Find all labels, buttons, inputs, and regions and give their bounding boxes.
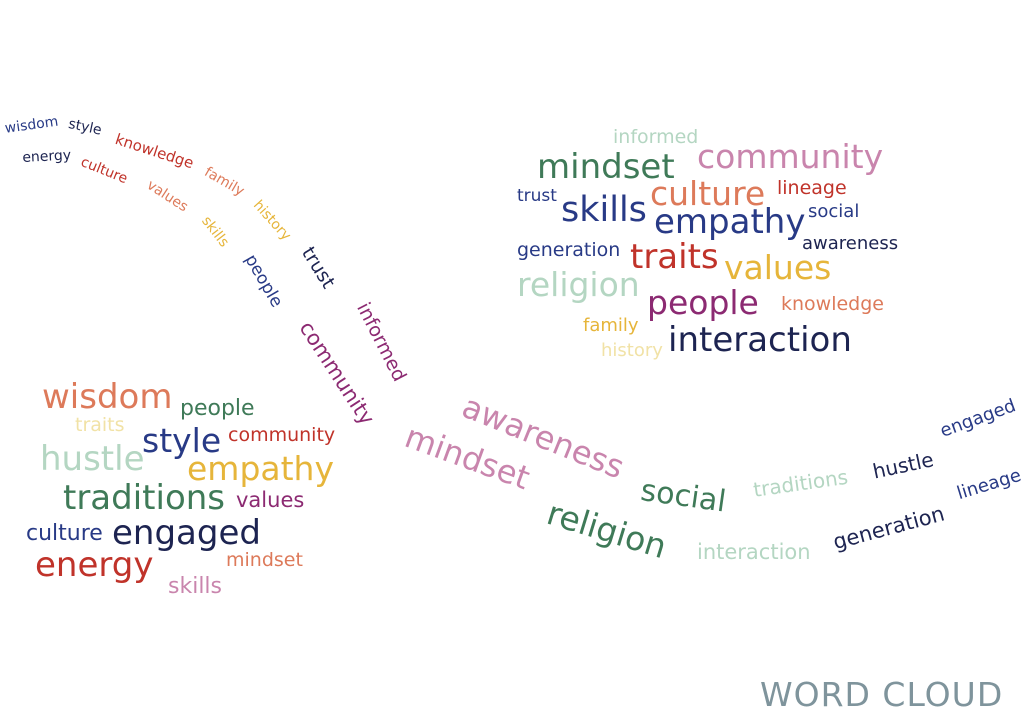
flow-words-word: skills: [198, 213, 232, 251]
left-cloud-word: traditions: [63, 478, 226, 518]
left-cloud-word: skills: [168, 574, 223, 599]
right-cloud-word: religion: [517, 265, 640, 304]
flow-words-word: knowledge: [113, 130, 196, 173]
left-cloud-word: empathy: [187, 449, 335, 488]
flow-words-word: traditions: [751, 464, 850, 502]
flow-words-word: lineage: [954, 464, 1024, 505]
left-cloud-word: engaged: [112, 513, 261, 553]
right-cloud-word: skills: [561, 190, 647, 230]
right-cloud-word: history: [601, 340, 663, 361]
right-cloud-word: values: [724, 248, 832, 287]
right-cloud-word: knowledge: [781, 293, 884, 315]
flow-words-word: people: [240, 251, 287, 311]
right-cloud-word: awareness: [802, 233, 899, 254]
left-cloud-word: values: [236, 488, 305, 512]
right-cloud-word: family: [583, 315, 639, 336]
left-cloud-word: energy: [35, 545, 154, 585]
left-cloud-word: community: [228, 424, 336, 446]
right-cloud-word: lineage: [777, 177, 847, 199]
flow-words-word: wisdom: [3, 113, 60, 137]
flow-words-word: values: [143, 177, 191, 216]
flow-words-word: social: [638, 473, 729, 520]
page-title: WORD CLOUD: [760, 675, 1004, 714]
flow-words-word: interaction: [697, 540, 811, 564]
right-cloud-word: informed: [613, 126, 699, 148]
flow-words-word: hustle: [870, 447, 936, 484]
flow-words-word: style: [66, 116, 104, 139]
right-cloud-word: social: [808, 201, 860, 222]
left-cloud-word: traits: [75, 414, 125, 436]
flow-words-word: family: [201, 164, 247, 200]
right-cloud-word: trust: [517, 186, 557, 206]
right-cloud-word: community: [697, 137, 884, 176]
right-cloud-word: generation: [517, 239, 621, 261]
left-cloud-word: hustle: [40, 439, 145, 479]
flow-words-word: history: [249, 197, 294, 244]
right-cloud-word: people: [647, 283, 759, 322]
right-cloud-word: culture: [650, 174, 766, 213]
left-cloud-word: culture: [26, 521, 103, 546]
right-cloud-word: empathy: [654, 202, 806, 242]
left-cloud-word: mindset: [226, 549, 303, 571]
flow-words-word: generation: [830, 501, 948, 555]
right-cloud-word: interaction: [668, 320, 852, 360]
left-cloud-word: people: [180, 396, 255, 421]
left-cloud-word: wisdom: [42, 377, 173, 417]
right-cloud-word: traits: [630, 237, 719, 277]
flow-words-word: trust: [297, 242, 340, 293]
flow-words-word: engaged: [937, 395, 1019, 442]
right-cloud-word: mindset: [537, 147, 675, 187]
flow-words-word: informed: [352, 299, 411, 386]
left-cloud-word: style: [142, 421, 222, 460]
flow-words-word: energy: [21, 147, 72, 166]
flow-words-word: culture: [78, 154, 130, 188]
